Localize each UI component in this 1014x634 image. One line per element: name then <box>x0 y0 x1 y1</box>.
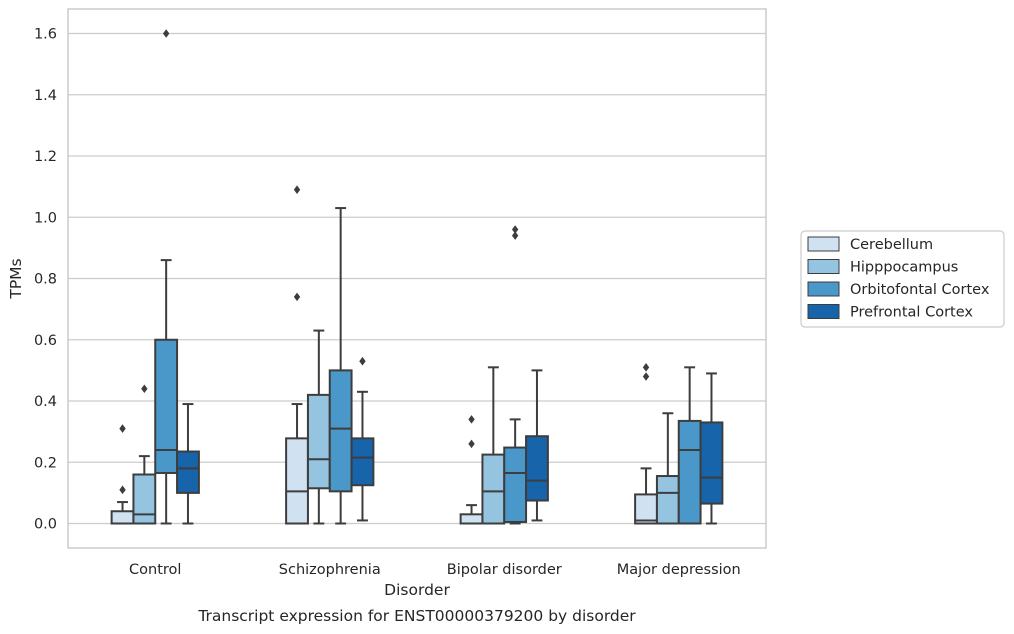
y-axis-label: TPMs <box>7 258 25 299</box>
box-2-1 <box>481 366 506 525</box>
chart-title: Transcript expression for ENST0000037920… <box>197 607 636 625</box>
outlier-point-0 <box>141 384 148 394</box>
y-tick-label-0: 0.0 <box>34 517 57 533</box>
y-tick-label-3: 0.6 <box>34 333 57 349</box>
y-tick-label-4: 0.8 <box>34 272 57 288</box>
outlier-point-0 <box>359 356 366 366</box>
box-2-3 <box>525 369 549 522</box>
box-body <box>677 419 702 525</box>
y-tick-label-8: 1.6 <box>34 27 57 43</box>
box-body <box>634 493 658 525</box>
outlier-point-1 <box>293 185 301 194</box>
box-body <box>176 450 200 494</box>
legend-frame <box>800 230 1005 328</box>
legend-label-1: Hipppocampus <box>850 260 958 276</box>
box-body <box>154 338 179 474</box>
x-tick-label-2: Bipolar disorder <box>447 562 562 578</box>
legend-swatch-1 <box>807 259 840 274</box>
plot-frame <box>67 8 767 549</box>
x-axis-label: Disorder <box>384 581 450 599</box>
box-3-0 <box>634 363 658 525</box>
box-3-2 <box>677 366 702 525</box>
legend-swatch-2 <box>807 281 840 297</box>
box-body <box>459 513 484 525</box>
x-tick-label-0: Control <box>129 562 181 578</box>
box-3-1 <box>655 412 680 525</box>
box-0-2 <box>154 29 179 525</box>
outlier-point-1 <box>468 415 475 424</box>
x-tick-label-1: Schizophrenia <box>279 562 381 578</box>
outlier-point-0 <box>119 485 126 495</box>
box-body <box>655 475 680 525</box>
box-1-1 <box>306 329 331 525</box>
box-1-3 <box>350 356 375 522</box>
y-tick-label-7: 1.4 <box>34 88 57 104</box>
box-body <box>285 437 309 525</box>
box-1-2 <box>328 207 353 525</box>
box-0-1 <box>132 384 157 525</box>
box-body <box>525 435 549 502</box>
outlier-point-0 <box>642 372 650 381</box>
box-2-2 <box>503 225 528 525</box>
outlier-point-1 <box>119 424 126 433</box>
box-body <box>481 453 506 525</box>
legend-swatch-3 <box>807 304 840 319</box>
outlier-point-0 <box>162 29 170 38</box>
box-plot-area <box>110 29 724 525</box>
box-body <box>350 437 375 487</box>
box-body <box>328 369 353 493</box>
box-body <box>132 473 157 525</box>
box-2-0 <box>459 415 484 525</box>
box-body <box>503 446 528 523</box>
outlier-point-0 <box>468 439 475 449</box>
y-tick-label-1: 0.2 <box>34 455 57 471</box>
box-body <box>110 510 135 525</box>
outlier-point-1 <box>511 225 519 234</box>
y-tick-label-6: 1.2 <box>34 149 57 165</box>
box-1-0 <box>285 185 309 525</box>
x-axis-ticks: Control Schizophrenia Bipolar disorder Majo… <box>129 562 741 578</box>
legend-label-3: Prefrontal Cortex <box>850 305 973 321</box>
legend-swatch-0 <box>807 236 840 252</box>
legend-label-2: Orbitofontal Cortex <box>850 282 990 298</box>
box-3-3 <box>699 372 724 525</box>
box-0-3 <box>176 403 200 525</box>
outlier-point-1 <box>642 363 650 372</box>
box-0-0 <box>110 424 135 525</box>
y-axis-ticks: 0.0 0.2 0.4 0.6 0.8 1.0 1.2 1.4 1.6 <box>34 27 57 533</box>
x-tick-label-3: Major depression <box>617 562 741 578</box>
box-body <box>306 393 331 490</box>
y-tick-label-2: 0.4 <box>34 394 57 410</box>
outlier-point-0 <box>293 292 301 302</box>
legend: Cerebellum Hipppocampus Orbitofontal Corte… <box>800 230 1005 328</box>
legend-label-0: Cerebellum <box>850 237 933 253</box>
y-tick-label-5: 1.0 <box>34 210 57 226</box>
box-body <box>699 421 724 505</box>
outlier-point-0 <box>511 231 519 240</box>
